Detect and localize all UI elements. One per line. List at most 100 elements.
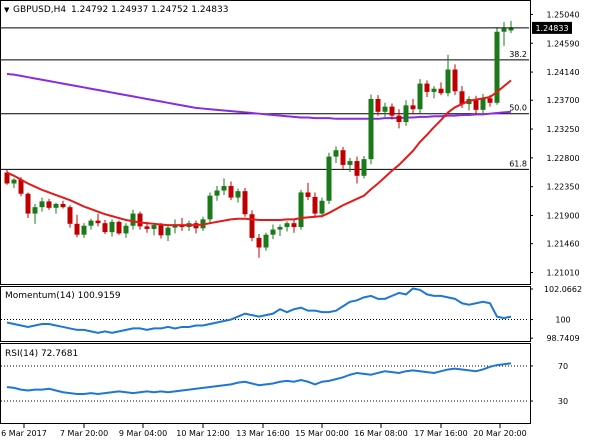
candle-body [67, 207, 73, 224]
candle [501, 22, 507, 46]
candle-body [382, 106, 388, 112]
candle-body [305, 192, 311, 197]
candle-body [18, 179, 24, 194]
candle [32, 203, 38, 224]
candle-body [347, 161, 353, 165]
candle [361, 155, 367, 179]
fibonacci-levels: 38.2 50.0 61.8 [1, 50, 529, 170]
candle-body [284, 223, 290, 228]
candle [403, 100, 409, 126]
sma-fast-path [6, 79, 512, 227]
price-axis: 1.25040 1.24590 1.24140 1.23700 1.23250 1.228… [530, 10, 580, 277]
momentum-label: Momentum(14) 100.9159 [5, 291, 121, 301]
candle [368, 94, 374, 165]
price-tick-label: 1.23700 [546, 96, 579, 105]
candle-body [228, 186, 234, 198]
candle [508, 20, 514, 34]
candle-body [438, 88, 444, 94]
candle [417, 79, 423, 114]
candle [123, 223, 129, 238]
price-tick-label: 1.23250 [546, 125, 579, 134]
candle-body [368, 98, 374, 160]
rsi-path [6, 362, 512, 396]
candle [151, 223, 157, 236]
price-tick-label: 1.21010 [546, 268, 579, 277]
candle [249, 210, 255, 242]
candle [81, 223, 87, 238]
candle [207, 192, 213, 224]
candle [221, 178, 227, 196]
candle-body [291, 223, 297, 228]
candle-body [109, 221, 115, 233]
candle-body [319, 200, 325, 214]
symbol-timeframe: GBPUSD,H4 [13, 5, 66, 15]
candle [382, 102, 388, 117]
candle-body [4, 172, 10, 184]
header-collapse-icon[interactable]: ▼ [4, 6, 10, 14]
candle-body [116, 221, 122, 234]
candle-body [235, 191, 241, 198]
fib-level-label: 38.2 [509, 50, 527, 59]
candle-body [25, 193, 31, 214]
candle-body [74, 223, 80, 235]
momentum-tick-label: 100 [555, 316, 570, 325]
candle-body [508, 27, 514, 31]
candle-body [123, 225, 129, 234]
fib-level-label: 61.8 [509, 159, 527, 168]
current-price-label: 1.24833 [535, 24, 568, 33]
sma-slow-path [6, 72, 512, 120]
sma-fast-line [6, 79, 512, 227]
candle [53, 202, 59, 214]
panel-frames [0, 0, 531, 424]
candle [333, 146, 339, 163]
candle [291, 219, 297, 233]
momentum-path [6, 287, 512, 334]
candle [60, 200, 66, 209]
candle [438, 82, 444, 96]
candle-body [298, 192, 304, 228]
candle [116, 220, 122, 235]
sma-slow-line [6, 72, 512, 120]
rsi-tick-label: 30 [558, 397, 568, 406]
candle-body [165, 227, 171, 236]
candle-body [81, 225, 87, 235]
candle [410, 98, 416, 115]
rsi-tick-label: 70 [558, 362, 568, 371]
candle [102, 219, 108, 235]
candle-body [53, 203, 59, 208]
candle-body [102, 223, 108, 233]
candle-body [207, 195, 213, 220]
candle [424, 80, 430, 98]
time-tick-label: 10 Mar 12:00 [176, 429, 229, 438]
time-tick-label: 7 Mar 20:00 [60, 429, 108, 438]
price-tick-label: 1.22350 [546, 183, 579, 192]
candle-body [277, 227, 283, 230]
candle [130, 209, 136, 230]
candle [298, 189, 304, 230]
price-tick-label: 1.25040 [546, 10, 579, 19]
candle [88, 218, 94, 230]
candle-body [487, 98, 493, 103]
candle [270, 224, 276, 240]
candle-body [396, 115, 402, 123]
candle [109, 219, 115, 237]
momentum-tick-label: 98.7409 [546, 334, 579, 343]
candle [256, 234, 262, 258]
candle [445, 54, 451, 97]
rsi-axis: 70 30 [530, 362, 568, 406]
momentum-line [1, 287, 529, 334]
candle [305, 182, 311, 201]
candle-body [326, 156, 332, 201]
candle-body [11, 179, 17, 184]
candle-body [95, 220, 101, 224]
candle [214, 186, 220, 201]
candle-body [375, 98, 381, 112]
candle-body [130, 213, 136, 226]
candle [165, 224, 171, 242]
candle-body [361, 159, 367, 176]
price-tick-label: 1.21900 [546, 211, 579, 220]
candle-body [333, 150, 339, 157]
price-tick-label: 1.21460 [546, 240, 579, 249]
rsi-panel: RSI(14) 72.7681 [0, 343, 530, 423]
candle [326, 152, 332, 204]
